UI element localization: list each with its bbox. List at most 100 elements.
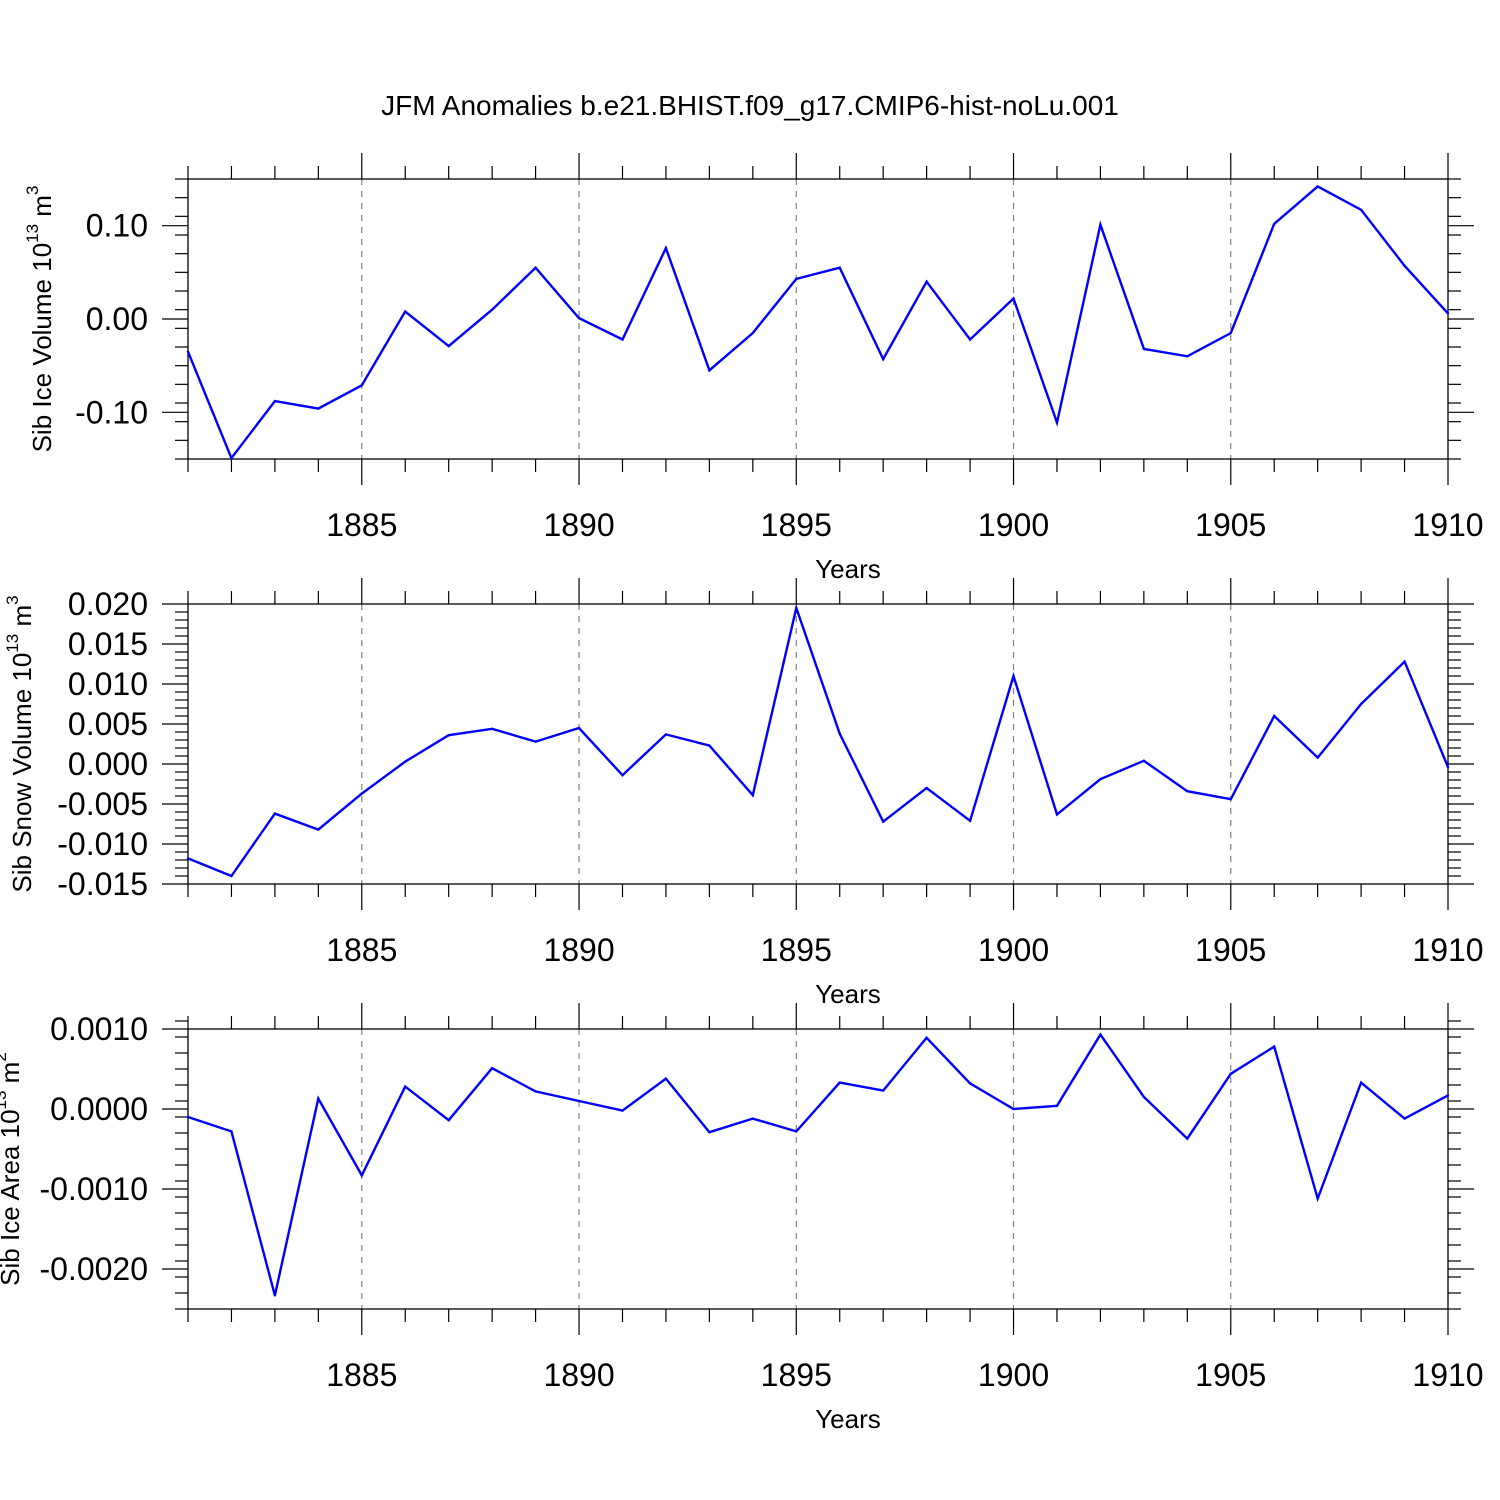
x-tick-label-1895: 1895 [761,1357,832,1393]
y-tick-label: -0.015 [57,866,148,902]
data-point-1905 [1229,1072,1232,1076]
data-point-1897 [881,357,885,361]
data-point-1901 [1055,813,1059,816]
data-point-1890 [577,726,581,730]
data-point-1898 [925,1036,928,1040]
data-point-1900 [1012,297,1015,300]
data-point-1908 [1359,702,1363,706]
data-point-1886 [404,760,407,763]
y-tick-label: 0.020 [68,586,148,622]
data-point-1895 [795,606,798,610]
x-tick-label-1905: 1905 [1195,507,1266,543]
data-point-1899 [968,338,972,341]
data-point-1896 [838,266,841,269]
data-point-1907 [1316,1197,1319,1200]
y-tick-label: 0.010 [68,666,148,702]
data-point-1906 [1273,714,1276,718]
y-tick-label: 0.015 [68,626,148,662]
x-tick-label-1900: 1900 [978,1357,1049,1393]
data-point-1891 [621,1109,624,1112]
data-point-1890 [577,1099,581,1103]
data-point-1883 [273,812,277,815]
y-tick-label: 0.00 [86,301,148,337]
data-point-1900 [1012,1107,1015,1111]
data-point-1883 [273,1294,277,1297]
x-tick-label-1895: 1895 [761,507,832,543]
data-point-1902 [1099,223,1102,226]
x-tick-label-1905: 1905 [1195,1357,1266,1393]
data-point-1884 [317,407,320,410]
data-point-1899 [968,819,972,822]
data-point-1888 [490,308,494,311]
x-axis-label: Years [815,979,881,1009]
data-point-1888 [490,1067,494,1070]
data-point-1907 [1316,756,1319,759]
data-point-1893 [708,744,711,747]
data-point-1909 [1403,660,1406,663]
data-point-1905 [1229,798,1232,801]
data-point-1907 [1316,185,1319,188]
data-point-1885 [360,1174,363,1177]
data-point-1895 [795,277,798,281]
data-point-1896 [838,732,841,735]
y-tick-label: -0.010 [57,826,148,862]
y-tick-label: -0.0020 [39,1251,148,1287]
data-point-1892 [664,733,668,736]
chart-title: JFM Anomalies b.e21.BHIST.f09_g17.CMIP6-… [381,90,1119,121]
data-point-1910 [1446,766,1450,769]
data-point-1894 [751,794,755,797]
data-point-1904 [1186,790,1189,793]
data-point-1904 [1186,1137,1189,1140]
y-tick-label: 0.10 [86,208,148,244]
data-point-1903 [1142,1095,1146,1099]
x-axis-label: Years [815,554,881,584]
panel-sib-ice-volume: 1885 1890 1895 1900 1905 1910 Years -0.10 0.00 0.… [23,153,1484,584]
data-point-1901 [1055,1104,1059,1108]
data-point-1897 [881,820,885,823]
data-point-1885 [360,384,363,387]
data-point-1890 [577,316,581,320]
plot-frame [187,1028,1449,1310]
plot-frame [187,178,1449,460]
data-point-1889 [534,1090,537,1093]
data-point-1909 [1403,1117,1406,1120]
y-axis-label: Sib Snow Volume 1013 m3 [3,595,37,892]
data-point-1893 [708,369,711,372]
data-point-1881 [186,350,190,353]
data-point-1896 [838,1081,841,1084]
data-point-1909 [1403,264,1406,267]
data-point-1908 [1359,1081,1363,1084]
y-tick-label: 0.005 [68,706,148,742]
x-tick-label-1900: 1900 [978,507,1049,543]
data-point-1882 [230,874,233,878]
x-tick-label-1910: 1910 [1412,932,1483,968]
data-point-1886 [404,310,407,313]
series-line-sib-ice-area [187,1032,1449,1296]
data-point-1899 [968,1082,972,1085]
x-tick-label-1885: 1885 [326,1357,397,1393]
x-tick-label-1885: 1885 [326,932,397,968]
data-point-1894 [751,1117,755,1120]
plot-frame [187,603,1449,885]
data-point-1882 [230,1130,233,1133]
data-point-1882 [230,456,233,460]
data-point-1881 [186,857,190,860]
data-point-1892 [664,246,668,250]
data-point-1903 [1142,347,1146,351]
data-point-1891 [621,338,624,341]
y-axis-label: Sib Ice Area 1013 m2 [0,1052,25,1286]
data-point-1910 [1446,312,1450,315]
data-point-1906 [1273,1045,1276,1048]
data-point-1894 [751,331,755,335]
data-point-1902 [1099,778,1102,781]
x-tick-label-1900: 1900 [978,932,1049,968]
data-point-1893 [708,1131,711,1134]
data-point-1906 [1273,222,1276,225]
data-point-1884 [317,1097,320,1100]
data-point-1886 [404,1085,407,1088]
data-point-1905 [1229,331,1232,335]
data-point-1895 [795,1130,798,1133]
data-point-1887 [447,344,450,348]
y-tick-label: -0.0010 [39,1171,148,1207]
data-point-1898 [925,280,928,283]
